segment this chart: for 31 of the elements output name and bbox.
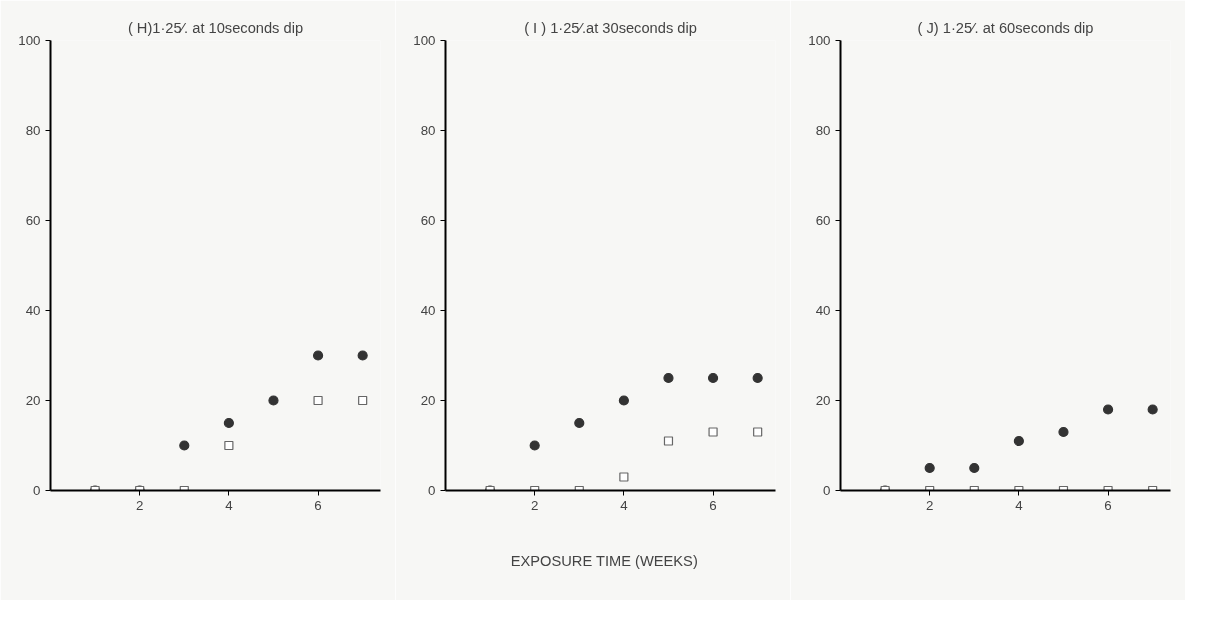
x-tick-label: 2 — [925, 497, 934, 513]
y-tick-label: 80 — [25, 123, 41, 138]
x-tick-label: 2 — [530, 497, 539, 513]
x-tick-label: 4 — [620, 497, 629, 513]
x-tick-label: 6 — [314, 497, 322, 513]
y-tick-label: 40 — [25, 303, 41, 318]
chart-title: ( J) 1·25⁄. at 60seconds dip — [917, 19, 1094, 36]
y-tick-label: 100 — [413, 33, 436, 48]
y-tick-label: 80 — [420, 123, 436, 138]
y-tick-label: 20 — [420, 393, 436, 408]
y-tick-label: 80 — [815, 123, 831, 138]
y-tick-label: 0 — [428, 483, 436, 498]
chart-title: ( I ) 1·25⁄.at 30seconds dip — [524, 19, 697, 36]
y-tick-label: 0 — [33, 483, 41, 498]
y-tick-label: 40 — [420, 303, 436, 318]
chart-title: ( H)1·25⁄. at 10seconds dip — [127, 19, 304, 36]
y-tick-label: 40 — [815, 303, 831, 318]
y-tick-label: 100 — [18, 33, 41, 48]
x-tick-label: 4 — [225, 497, 234, 513]
x-tick-label: 4 — [1015, 497, 1024, 513]
y-tick-label: 60 — [25, 213, 41, 228]
x-tick-label: 6 — [709, 497, 717, 513]
y-tick-label: 0 — [823, 483, 831, 498]
x-tick-label: 2 — [135, 497, 144, 513]
y-tick-label: 60 — [420, 213, 436, 228]
x-axis-title: EXPOSURE TIME (WEEKS) — [510, 552, 698, 569]
y-tick-label: 20 — [25, 393, 41, 408]
y-tick-label: 60 — [815, 213, 831, 228]
x-tick-label: 6 — [1104, 497, 1112, 513]
y-tick-label: 100 — [808, 33, 831, 48]
y-tick-label: 20 — [815, 393, 831, 408]
